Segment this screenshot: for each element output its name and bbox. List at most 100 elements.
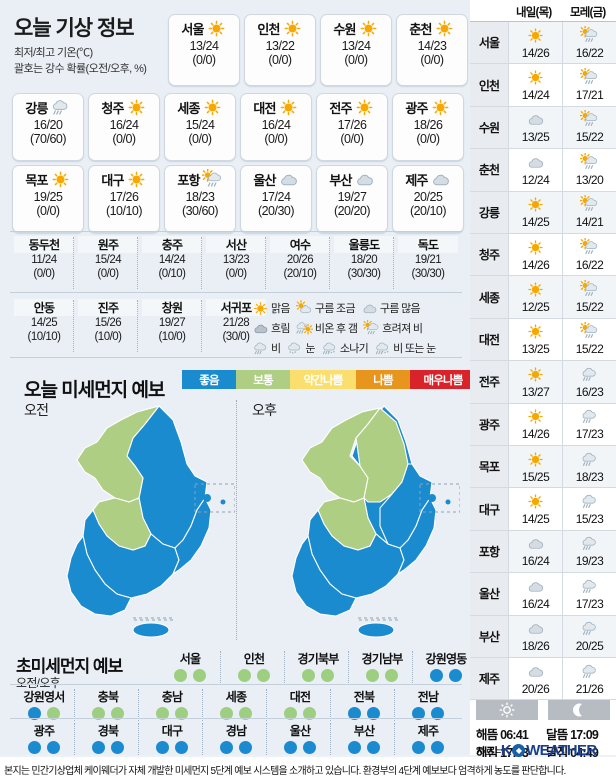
weather-card-인천[interactable]: 인천 13/22 (0/0)	[244, 14, 316, 86]
forecast-row-수원[interactable]: 수원 13/25 15/22	[470, 106, 616, 150]
weather-card-울산[interactable]: 울산 17/24 (20/30)	[240, 165, 312, 233]
forecast-row-춘천[interactable]: 춘천 12/24 13/20	[470, 149, 616, 192]
weather-card-춘천[interactable]: 춘천 14/23 (0/0)	[396, 14, 468, 86]
region-name: 강원영동	[425, 652, 468, 666]
ultrafine-인천[interactable]: 인천	[224, 650, 284, 682]
dot-am	[92, 741, 105, 754]
forecast-row-청주[interactable]: 청주 14/26 16/22	[470, 234, 616, 277]
rainsnow-icon	[375, 342, 389, 354]
city-precip-probability: (30/30)	[347, 268, 381, 280]
city-temperature: 16/24	[109, 118, 139, 132]
city-name: 대전	[253, 100, 276, 116]
forecast-day2-temp: 16/23	[575, 384, 604, 399]
forecast-row-강릉[interactable]: 강릉 14/25 14/21	[470, 191, 616, 234]
grid-divider	[202, 723, 203, 755]
ultrafine-대구[interactable]: 대구	[142, 722, 202, 754]
ultrafine-경북[interactable]: 경북	[78, 722, 138, 754]
city-precip-probability: (30/0)	[222, 331, 250, 343]
forecast-row-세종[interactable]: 세종 12/25 15/22	[470, 276, 616, 319]
ultrafine-강원영서[interactable]: 강원영서	[14, 688, 74, 720]
weather-card-포항[interactable]: 포항 18/23 (30/60)	[164, 165, 236, 233]
forecast-day1-temp: 12/25	[521, 300, 550, 315]
forecast-row-대전[interactable]: 대전 13/25 15/22	[470, 318, 616, 362]
small-city-서산[interactable]: 서산 13/23 (0/0)	[206, 236, 266, 281]
dot-am	[28, 707, 41, 720]
ultrafine-충북[interactable]: 충북	[78, 688, 138, 720]
small-city-창원[interactable]: 창원 19/27 (10/0)	[142, 299, 202, 344]
city-precip-probability: (20/20)	[333, 204, 371, 218]
small-city-동두천[interactable]: 동두천 11/24 (0/0)	[14, 236, 74, 281]
dot-pm	[431, 707, 444, 720]
forecast-row-포항[interactable]: 포항 16/24 19/23	[470, 530, 616, 574]
grid-divider	[137, 300, 138, 352]
dust-level-약간나쁨: 약간나쁨	[290, 370, 356, 389]
ultrafine-광주[interactable]: 광주	[14, 722, 74, 754]
weather-card-수원[interactable]: 수원 13/24 (0/0)	[320, 14, 392, 86]
small-city-안동[interactable]: 안동 14/25 (10/10)	[14, 299, 74, 344]
cloud-icon	[528, 158, 544, 168]
ultrafine-제주[interactable]: 제주	[398, 722, 458, 754]
small-city-독도[interactable]: 독도 19/21 (30/30)	[398, 236, 458, 281]
ultrafine-강원영동[interactable]: 강원영동	[416, 650, 476, 682]
ultrafine-부산[interactable]: 부산	[334, 722, 394, 754]
dot-pm	[239, 741, 252, 754]
region-name: 경북	[97, 724, 119, 738]
dot-pm	[111, 741, 124, 754]
small-city-진주[interactable]: 진주 15/26 (10/0)	[78, 299, 138, 344]
moon-icon	[573, 703, 582, 717]
small-city-원주[interactable]: 원주 15/24 (0/0)	[78, 236, 138, 281]
ultrafine-경기남부[interactable]: 경기남부	[352, 650, 412, 682]
forecast-row-전주[interactable]: 전주 13/27 16/23	[470, 361, 616, 404]
weather-card-서울[interactable]: 서울 13/24 (0/0)	[168, 14, 240, 86]
ultrafine-경남[interactable]: 경남	[206, 722, 266, 754]
ultrafine-전북[interactable]: 전북	[334, 688, 394, 720]
weather-card-대전[interactable]: 대전 16/24 (0/0)	[240, 93, 312, 161]
forecast-day2-cell: 16/22	[562, 22, 616, 64]
region-name: 인천	[243, 652, 265, 666]
weather-card-제주[interactable]: 제주 20/25 (20/10)	[392, 165, 464, 233]
forecast-row-인천[interactable]: 인천 14/24 17/21	[470, 64, 616, 107]
forecast-row-제주[interactable]: 제주 20/26 21/26	[470, 658, 616, 701]
ultrafine-충남[interactable]: 충남	[142, 688, 202, 720]
weather-card-강릉[interactable]: 강릉 16/20 (70/60)	[12, 93, 84, 161]
forecast-row-대구[interactable]: 대구 14/25 15/23	[470, 488, 616, 531]
ultrafine-서울[interactable]: 서울	[160, 650, 220, 682]
grid-divider	[74, 723, 75, 755]
weather-card-부산[interactable]: 부산 19/27 (20/20)	[316, 165, 388, 233]
small-city-울릉도[interactable]: 울릉도 18/20 (30/30)	[334, 236, 394, 281]
dot-am	[156, 741, 169, 754]
moonrise-time: 달뜸 17:09	[546, 728, 599, 742]
weather-card-대구[interactable]: 대구 17/26 (10/10)	[88, 165, 160, 233]
small-city-서귀포[interactable]: 서귀포 21/28 (30/0)	[206, 299, 266, 344]
small-city-여수[interactable]: 여수 20/26 (20/10)	[270, 236, 330, 281]
ultrafine-세종[interactable]: 세종	[206, 688, 266, 720]
forecast-city-name: 수원	[470, 106, 508, 149]
forecast-day1-cell: 12/24	[508, 149, 562, 191]
weather-card-전주[interactable]: 전주 17/26 (0/0)	[316, 93, 388, 161]
ultrafine-경기북부[interactable]: 경기북부	[288, 650, 348, 682]
brand-k: K	[500, 742, 512, 759]
forecast-row-울산[interactable]: 울산 16/24 17/23	[470, 573, 616, 616]
weather-card-청주[interactable]: 청주 16/24 (0/0)	[88, 93, 160, 161]
forecast-row-목포[interactable]: 목포 15/25 18/23	[470, 446, 616, 489]
weather-card-광주[interactable]: 광주 18/26 (0/0)	[392, 93, 464, 161]
forecast-day2-cell: 17/23	[562, 573, 616, 615]
ultrafine-대전[interactable]: 대전	[270, 688, 330, 720]
forecast-row-광주[interactable]: 광주 14/26 17/23	[470, 403, 616, 446]
forecast-row-서울[interactable]: 서울 14/26 16/22	[470, 22, 616, 65]
small-city-충주[interactable]: 충주 14/24 (0/10)	[142, 236, 202, 281]
temp-legend-note: 최저/최고 기온(℃)	[14, 47, 93, 59]
ultrafine-울산[interactable]: 울산	[270, 722, 330, 754]
forecast-day1-cell: 20/26	[508, 658, 562, 700]
forecast-row-부산[interactable]: 부산 18/26 20/25	[470, 615, 616, 658]
dot-am	[220, 707, 233, 720]
grid-divider	[137, 237, 138, 289]
dust-level-나쁨: 나쁨	[356, 370, 410, 389]
forecast-day2-temp: 15/22	[575, 130, 604, 145]
ultrafine-전남[interactable]: 전남	[398, 688, 458, 720]
weather-card-목포[interactable]: 목포 19/25 (0/0)	[12, 165, 84, 233]
ultrafine-title: 초미세먼지 예보	[16, 657, 123, 676]
forecast-day1-cell: 14/26	[508, 403, 562, 445]
forecast-day2-cell: 17/21	[562, 64, 616, 106]
weather-card-세종[interactable]: 세종 15/24 (0/0)	[164, 93, 236, 161]
